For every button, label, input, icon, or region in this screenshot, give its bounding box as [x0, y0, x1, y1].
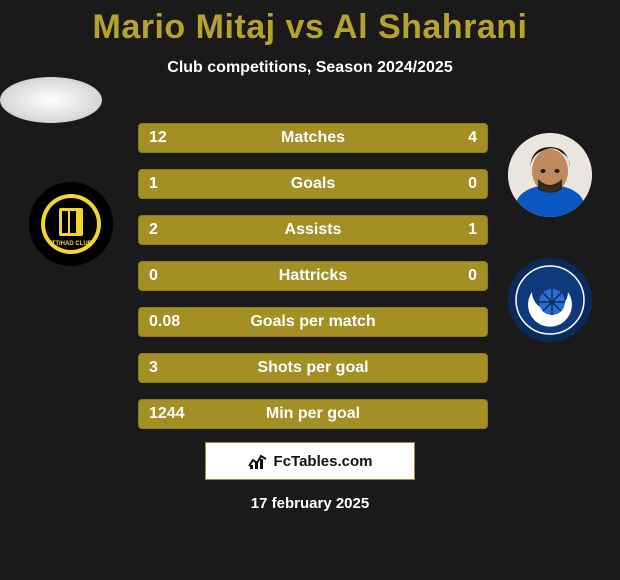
stat-label: Assists [139, 221, 487, 239]
page-subtitle: Club competitions, Season 2024/2025 [0, 59, 620, 77]
club-badge-right: 1957 [508, 258, 592, 342]
stat-label: Matches [139, 129, 487, 147]
stat-row: 2Assists1 [138, 215, 488, 245]
stat-row: 1Goals0 [138, 169, 488, 199]
stat-label: Goals [139, 175, 487, 193]
stat-row: 0.08Goals per match [138, 307, 488, 337]
svg-text:1957: 1957 [543, 318, 557, 324]
fctables-logo-icon [248, 452, 268, 470]
stat-row: 0Hattricks0 [138, 261, 488, 291]
alhilal-badge-icon: 1957 [508, 258, 592, 342]
stat-row: 12Matches4 [138, 123, 488, 153]
stat-label: Shots per goal [139, 359, 487, 377]
brand-badge[interactable]: FcTables.com [205, 442, 415, 480]
page-title: Mario Mitaj vs Al Shahrani [0, 8, 620, 47]
player-photo-icon [508, 133, 592, 217]
brand-text: FcTables.com [274, 453, 373, 470]
player-left-avatar [0, 77, 102, 123]
comparison-card: Mario Mitaj vs Al Shahrani Club competit… [0, 0, 620, 580]
stat-label: Goals per match [139, 313, 487, 331]
stat-bars: 12Matches4 1Goals0 2Assists1 0Hattricks0 0.0… [138, 123, 488, 445]
player-right-avatar [508, 133, 592, 217]
ittihad-badge-icon: ITTIHAD CLUB [29, 182, 113, 266]
stat-label: Hattricks [139, 267, 487, 285]
club-badge-left: ITTIHAD CLUB [29, 182, 113, 266]
stat-row: 1244Min per goal [138, 399, 488, 429]
stat-row: 3Shots per goal [138, 353, 488, 383]
svg-text:ITTIHAD CLUB: ITTIHAD CLUB [50, 241, 93, 247]
date-text: 17 february 2025 [251, 495, 369, 512]
stat-label: Min per goal [139, 405, 487, 423]
